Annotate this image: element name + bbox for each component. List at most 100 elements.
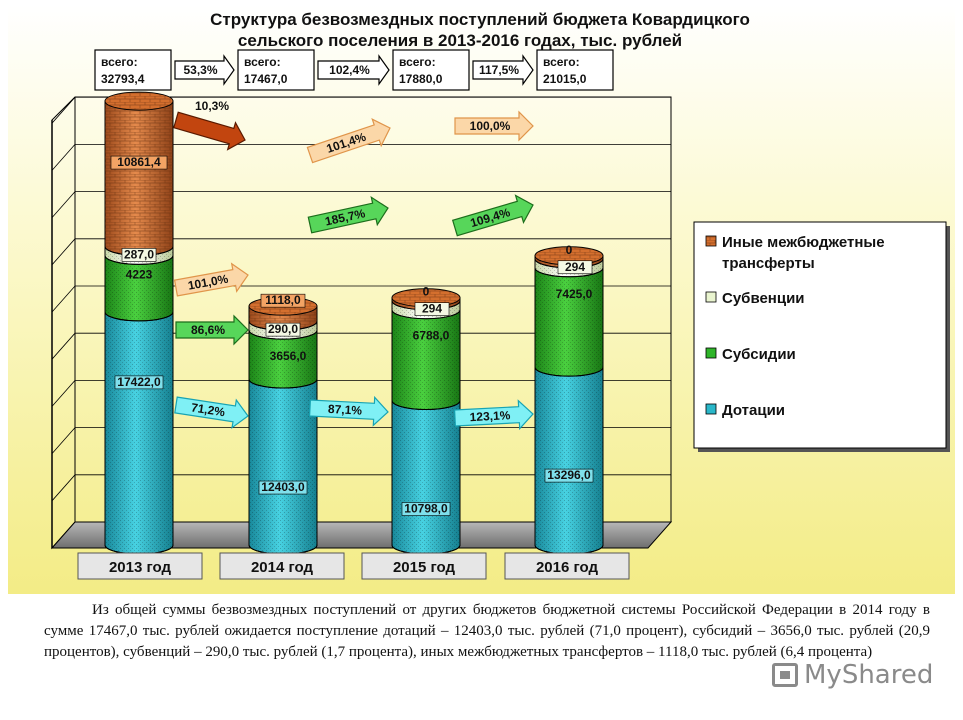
data-label-dot-box	[544, 468, 594, 483]
data-label-subv-box	[265, 322, 301, 337]
category-label: 2014 год	[251, 559, 314, 576]
category-label-box	[77, 552, 203, 580]
data-label-other: 10861,4	[117, 155, 161, 169]
caption-text: Из общей суммы безвозмездных поступлений…	[44, 602, 930, 660]
bar-segment-edge	[104, 311, 174, 322]
total-growth-label: 117,5%	[479, 63, 519, 77]
category-axis: 2013 год 2014 год 2015 год 2016 год	[77, 552, 630, 580]
data-label-other: 0	[423, 285, 430, 299]
legend-swatch-sub	[705, 347, 717, 359]
legend-label-other-1: Иные межбюджетные	[722, 234, 885, 251]
growth-arrow-other-label: 10,3%	[195, 99, 229, 113]
total-label: всего:	[399, 55, 436, 69]
gridline-side	[51, 96, 76, 124]
chart-title-line1: Структура безвозмездных поступлений бюдж…	[210, 10, 750, 29]
growth-arrow-dot-1-label: 71,2%	[190, 400, 226, 419]
legend-label-dot: Дотации	[722, 402, 785, 419]
total-growth-arrow	[174, 54, 235, 86]
gridline-side	[51, 238, 76, 266]
bar-segment-texture-dot	[392, 400, 460, 554]
data-label-sub: 3656,0	[270, 349, 307, 363]
gridline-side	[51, 144, 76, 171]
bar-segment-edge	[534, 366, 604, 377]
growth-arrow-subv-3-label: 100,0%	[470, 119, 511, 133]
data-label-subv: 294	[422, 302, 442, 316]
bar-segment-texture-sub	[535, 267, 603, 377]
bar-2016 год: 13296,0 7425,0 294 0	[534, 243, 604, 555]
gridline-side	[51, 380, 76, 407]
growth-arrow-dot-2	[308, 395, 389, 427]
growth-arrow-sub-1	[175, 314, 249, 346]
gridline-side	[51, 474, 76, 502]
bar-segment-texture-sub	[392, 309, 460, 410]
total-box	[392, 49, 470, 91]
gridline-side	[51, 332, 76, 360]
caption: Из общей суммы безвозмездных поступлений…	[44, 600, 930, 663]
bar-segment-edge	[534, 267, 604, 278]
data-label-subv-box	[414, 302, 450, 316]
watermark-logo-icon	[772, 663, 798, 687]
legend-label-other-2: трансферты	[722, 255, 815, 272]
legend-swatch-other-pattern	[706, 236, 716, 246]
data-label-dot: 10798,0	[404, 502, 448, 516]
total-value: 32793,4	[101, 72, 145, 86]
chart-frame	[50, 96, 673, 550]
totals-layer: всего: 32793,4 всего: 17467,0 всего: 17880,0 в…	[94, 49, 614, 91]
bar-top-cap-texture	[105, 92, 173, 111]
growth-arrow-sub-3	[451, 194, 534, 237]
bar-segment-texture-sub	[249, 330, 317, 389]
bar-segment-texture-sub	[105, 255, 173, 321]
bar-segment-edge	[248, 378, 318, 389]
category-label: 2016 год	[536, 559, 599, 576]
total-growth-label: 102,4%	[329, 63, 370, 77]
total-value: 17467,0	[244, 72, 288, 86]
data-label-other: 0	[566, 243, 573, 257]
growth-arrow-dot-3	[453, 399, 534, 431]
category-label-box	[219, 552, 345, 580]
gridline-side	[51, 191, 76, 218]
data-label-dot-box	[114, 375, 164, 390]
data-label-other-box	[110, 155, 168, 170]
total-growth-arrow	[317, 54, 390, 86]
bar-2015 год: 10798,0 6788,0 294 0	[391, 285, 461, 555]
category-label-box	[504, 552, 630, 580]
bar-2014 год: 12403,0 3656,0 290,0 1118,0	[248, 293, 318, 555]
growth-arrow-dot-3-label: 123,1%	[469, 408, 511, 424]
data-label-dot: 12403,0	[261, 480, 305, 494]
total-growth-label: 53,3%	[183, 63, 217, 77]
bar-segment-texture-dot	[105, 311, 173, 554]
legend-label-subv: Субвенции	[722, 290, 805, 307]
total-label: всего:	[244, 55, 281, 69]
data-label-subv-box	[121, 248, 157, 262]
data-label-subv-box	[557, 260, 593, 275]
total-box	[237, 49, 315, 91]
total-label: всего:	[543, 55, 580, 69]
data-label-dot: 17422,0	[117, 375, 161, 389]
category-label-box	[361, 552, 487, 580]
gridline-side	[51, 285, 76, 313]
data-label-sub: 4223	[126, 267, 153, 281]
data-label-subv: 290,0	[268, 322, 298, 336]
data-label-other-box	[260, 293, 306, 308]
bars-layer: 17422,0 4223 287,0 10861,4 12403,0 3656,0 290,…	[104, 91, 604, 555]
watermark: MyShared	[772, 660, 933, 690]
growth-arrow-other	[173, 111, 246, 151]
data-label-sub: 6788,0	[413, 329, 450, 343]
bar-segment-texture-dot	[249, 379, 317, 554]
total-box	[536, 49, 614, 91]
total-label: всего:	[101, 55, 138, 69]
legend-label-sub: Субсидии	[722, 346, 796, 363]
total-box	[94, 49, 172, 91]
chart-title-line2: сельского поселения в 2013-2016 годах, т…	[238, 31, 682, 50]
bar-top-cap-texture	[392, 288, 460, 307]
data-label-subv: 287,0	[124, 247, 154, 261]
growth-arrow-subv-2	[306, 118, 391, 164]
data-label-sub: 7425,0	[556, 287, 593, 301]
growth-arrow-sub-1-label: 86,6%	[191, 323, 225, 337]
bar-segment-edge	[248, 330, 318, 340]
legend-swatch-dot	[705, 403, 717, 415]
category-label: 2013 год	[109, 559, 172, 576]
bar-segment-texture-dot	[535, 367, 603, 554]
growth-arrow-subv-1	[173, 262, 249, 297]
